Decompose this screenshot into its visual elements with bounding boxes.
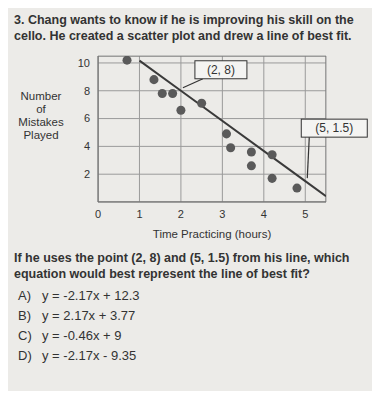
svg-text:4: 4 [84, 140, 90, 152]
html-text:D): D) [18, 348, 32, 363]
html-text:A): A) [18, 288, 31, 303]
html-text:Played: Played [23, 129, 59, 141]
svg-text:8: 8 [84, 85, 90, 97]
svg-text:Time Practicing (hours): Time Practicing (hours) [153, 228, 272, 240]
svg-text:(5, 1.5): (5, 1.5) [315, 121, 353, 135]
html-text:y = -2.17x + 12.3: y = -2.17x + 12.3 [42, 288, 140, 303]
html-text:B): B) [18, 308, 31, 323]
svg-text:6: 6 [84, 112, 90, 124]
html-text:y = -2.17x - 9.35: y = -2.17x - 9.35 [42, 348, 137, 363]
html-text:of: of [36, 103, 46, 115]
html-text:y = 2.17x + 3.77: y = 2.17x + 3.77 [42, 308, 136, 323]
html-text:y = -0.46x + 9: y = -0.46x + 9 [42, 328, 122, 343]
svg-text:1: 1 [136, 208, 142, 220]
html-text:If he uses the point (2, 8) an: If he uses the point (2, 8) and (5, 1.5)… [14, 251, 350, 281]
html-text:Number: Number [20, 90, 62, 102]
svg-text:5: 5 [302, 208, 308, 220]
svg-text:0: 0 [95, 208, 101, 220]
svg-text:(2, 8): (2, 8) [207, 63, 235, 77]
html-text:Mistakes: Mistakes [18, 116, 64, 128]
html-text:C): C) [18, 328, 32, 343]
html-text:3. Chang wants to know if he i: 3. Chang wants to know if he is improvin… [14, 13, 354, 43]
svg-text:2: 2 [84, 168, 90, 180]
svg-text:10: 10 [78, 57, 90, 69]
svg-text:2: 2 [178, 208, 184, 220]
svg-text:3: 3 [219, 208, 225, 220]
svg-text:4: 4 [261, 208, 267, 220]
